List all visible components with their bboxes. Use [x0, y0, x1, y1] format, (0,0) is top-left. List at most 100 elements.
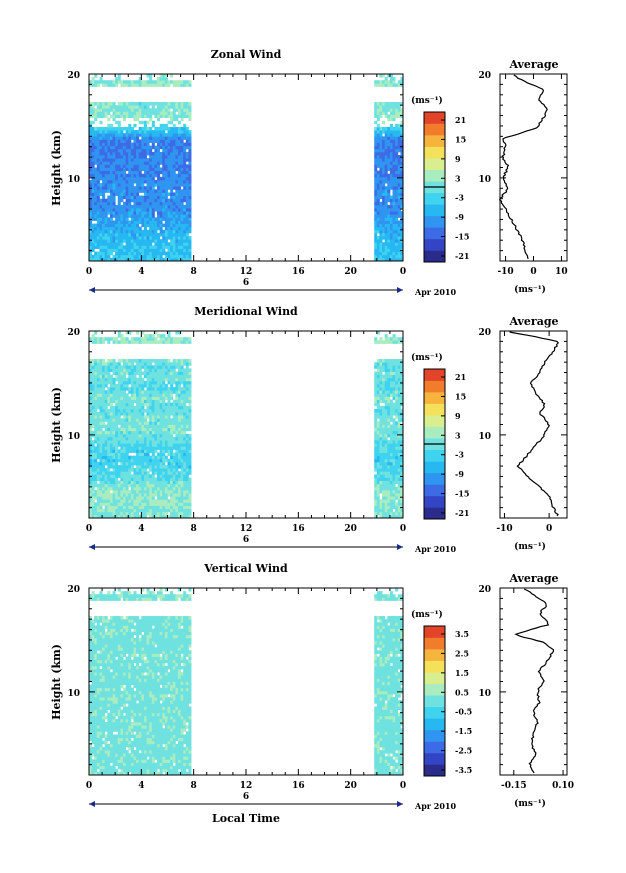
heatmap-cell — [376, 390, 380, 394]
heatmap-cell — [376, 214, 380, 218]
heatmap-cell — [376, 449, 380, 453]
heatmap-cell — [109, 105, 113, 109]
heatmap-cell — [136, 502, 140, 506]
heatmap-cell — [115, 220, 119, 224]
heatmap-cell — [128, 340, 132, 344]
heatmap-cell — [138, 408, 142, 413]
heatmap-cell — [185, 173, 189, 178]
heatmap-cell — [188, 80, 192, 84]
heatmap-cell — [376, 474, 380, 478]
heatmap-cell — [117, 142, 121, 147]
heatmap-cell — [180, 427, 184, 432]
heatmap-cell — [183, 371, 187, 376]
heatmap-cell — [392, 189, 396, 193]
heatmap-cell — [146, 368, 150, 372]
heatmap-cell — [382, 340, 386, 344]
heatmap-cell — [188, 443, 192, 447]
heatmap-cell — [154, 362, 158, 366]
heatmap-cell — [94, 421, 98, 425]
heatmap-cell — [172, 508, 176, 513]
heatmap-cell — [120, 170, 124, 175]
heatmap-cell — [130, 192, 134, 196]
heatmap-cell — [138, 236, 142, 240]
heatmap-cell — [143, 424, 147, 429]
heatmap-cell — [143, 493, 147, 497]
heatmap-cell — [151, 508, 155, 513]
heatmap-cell — [141, 362, 145, 366]
heatmap-cell — [89, 220, 93, 224]
heatmap-cell — [102, 365, 106, 369]
heatmap-cell — [117, 405, 121, 410]
heatmap-cell — [115, 108, 119, 112]
heatmap-cell — [180, 220, 184, 224]
heatmap-cell — [89, 158, 93, 162]
heatmap-cell — [379, 412, 383, 416]
heatmap-cell — [128, 257, 132, 262]
heatmap-cell — [376, 251, 380, 256]
heatmap-cell — [104, 217, 108, 221]
heatmap-cell — [164, 158, 168, 162]
heatmap-cell — [107, 186, 111, 190]
heatmap-cell — [400, 158, 404, 162]
heatmap-cell — [133, 198, 137, 203]
heatmap-cell — [177, 443, 181, 447]
heatmap-cell — [115, 161, 119, 165]
heatmap-cell — [159, 114, 163, 119]
heatmap-cell — [392, 167, 396, 172]
heatmap-cell — [96, 136, 100, 140]
heatmap-cell — [143, 179, 147, 184]
heatmap-cell — [146, 340, 150, 344]
heatmap-cell — [183, 164, 187, 168]
heatmap-cell — [157, 189, 161, 193]
heatmap-cell — [151, 139, 155, 143]
heatmap-cell — [400, 102, 404, 106]
heatmap-cell — [183, 126, 187, 131]
heatmap-cell — [125, 427, 129, 432]
heatmap-cell — [177, 183, 181, 187]
heatmap-cell — [117, 499, 121, 503]
heatmap-cell — [387, 133, 391, 137]
heatmap-cell — [99, 239, 103, 243]
heatmap-cell — [104, 461, 108, 466]
heatmap-cell — [170, 421, 174, 425]
heatmap-cell — [96, 198, 100, 203]
heatmap-cell — [389, 505, 393, 510]
heatmap-cell — [112, 365, 116, 369]
heatmap-cell — [102, 408, 106, 413]
heatmap-cell — [167, 179, 171, 184]
heatmap-cell — [146, 390, 150, 394]
heatmap-cell — [392, 204, 396, 209]
heatmap-cell — [188, 179, 192, 184]
heatmap-cell — [138, 245, 142, 249]
heatmap-cell — [115, 192, 119, 196]
heatmap-cell — [96, 183, 100, 187]
heatmap-cell — [112, 257, 116, 262]
heatmap-cell — [96, 239, 100, 243]
heatmap-cell — [99, 151, 103, 156]
heatmap-cell — [379, 102, 383, 106]
heatmap-cell — [94, 245, 98, 249]
heatmap-cell — [104, 226, 108, 231]
heatmap-cell — [117, 374, 121, 379]
heatmap-cell — [143, 130, 147, 134]
heatmap-cell — [112, 108, 116, 112]
heatmap-cell — [117, 145, 121, 150]
heatmap-cell — [374, 446, 378, 450]
heatmap-cell — [183, 496, 187, 500]
heatmap-cell — [183, 418, 187, 422]
heatmap-cell — [99, 126, 103, 131]
heatmap-cell — [374, 217, 378, 221]
heatmap-cell — [141, 136, 145, 140]
heatmap-cell — [143, 480, 147, 485]
heatmap-cell — [102, 195, 106, 200]
heatmap-cell — [384, 455, 388, 460]
heatmap-cell — [138, 365, 142, 369]
heatmap-cell — [133, 390, 137, 394]
heatmap-cell — [107, 365, 111, 369]
heatmap-cell — [170, 465, 174, 469]
heatmap-cell — [96, 170, 100, 175]
heatmap-cell — [115, 396, 119, 400]
heatmap-cell — [185, 511, 189, 516]
heatmap-cell — [397, 102, 401, 106]
heatmap-cell — [151, 130, 155, 134]
